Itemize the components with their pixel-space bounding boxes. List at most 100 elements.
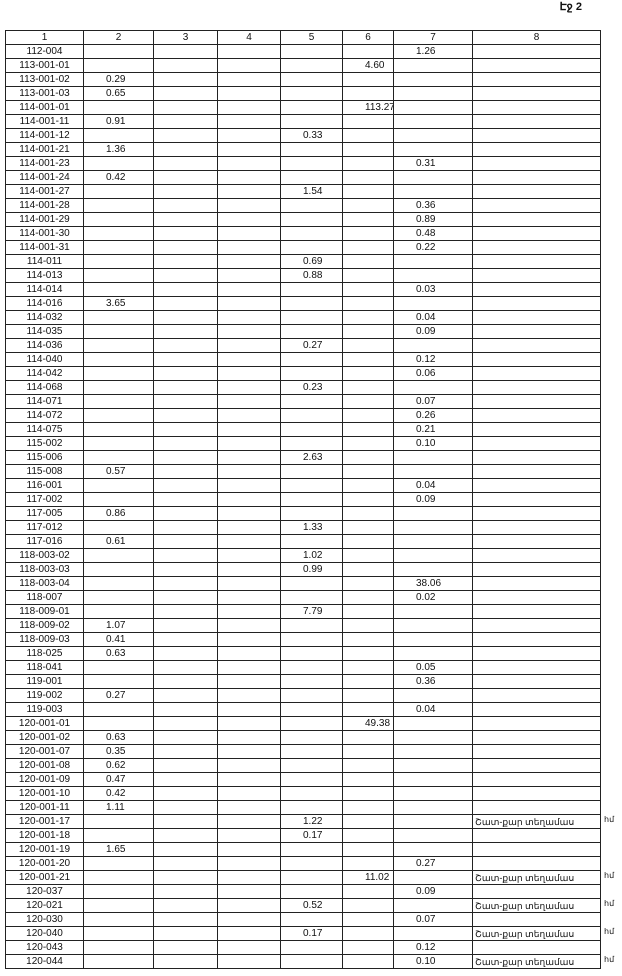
cell: 0.41 bbox=[83, 632, 154, 647]
cell bbox=[472, 198, 601, 213]
cell bbox=[83, 828, 154, 843]
cell bbox=[217, 562, 281, 577]
cell bbox=[83, 562, 154, 577]
cell bbox=[472, 688, 601, 703]
cell bbox=[280, 744, 343, 759]
cell bbox=[153, 716, 218, 731]
cell bbox=[153, 562, 218, 577]
cell: 0.05 bbox=[393, 660, 473, 675]
row: 114-001-29 0.89 bbox=[5, 212, 601, 227]
cell bbox=[83, 408, 154, 423]
cell: 120-040 bbox=[5, 926, 84, 941]
cell bbox=[472, 492, 601, 507]
row: 114-001-11 0.91 bbox=[5, 114, 601, 129]
cell: 114-016 bbox=[5, 296, 84, 311]
cell bbox=[342, 436, 394, 451]
cell bbox=[153, 828, 218, 843]
cell bbox=[342, 478, 394, 493]
cell: 0.57 bbox=[83, 464, 154, 479]
cell: 0.07 bbox=[393, 394, 473, 409]
cell: 114-001-23 bbox=[5, 156, 84, 171]
cell bbox=[472, 338, 601, 353]
cell bbox=[83, 702, 154, 717]
cell bbox=[217, 114, 281, 129]
cell bbox=[393, 380, 473, 395]
cell bbox=[280, 156, 343, 171]
cell bbox=[83, 814, 154, 829]
cell bbox=[342, 86, 394, 101]
cell bbox=[83, 394, 154, 409]
cell bbox=[280, 86, 343, 101]
cell bbox=[280, 170, 343, 185]
cell: 114-001-01 bbox=[5, 100, 84, 115]
cell bbox=[342, 926, 394, 941]
row: 113-001-03 0.65 bbox=[5, 86, 601, 101]
row: 114-036 0.27 bbox=[5, 338, 601, 353]
cell bbox=[342, 72, 394, 87]
cell bbox=[342, 618, 394, 633]
cell bbox=[280, 366, 343, 381]
cell bbox=[153, 352, 218, 367]
cell: 0.09 bbox=[393, 324, 473, 339]
cell bbox=[153, 646, 218, 661]
cell bbox=[83, 590, 154, 605]
cell bbox=[472, 86, 601, 101]
cell: 118-025 bbox=[5, 646, 84, 661]
cell bbox=[472, 884, 601, 899]
cell bbox=[153, 814, 218, 829]
cell: 114-071 bbox=[5, 394, 84, 409]
cell bbox=[217, 268, 281, 283]
cell bbox=[342, 240, 394, 255]
cell bbox=[342, 912, 394, 927]
cell bbox=[472, 786, 601, 801]
cell bbox=[83, 870, 154, 885]
cell bbox=[153, 464, 218, 479]
cell bbox=[217, 240, 281, 255]
cell: 0.36 bbox=[393, 674, 473, 689]
cell bbox=[342, 576, 394, 591]
row: 118-003-04 38.06 bbox=[5, 576, 601, 591]
cell bbox=[83, 226, 154, 241]
cell: 0.27 bbox=[280, 338, 343, 353]
cell: 0.27 bbox=[83, 688, 154, 703]
cell: 4.60 bbox=[342, 58, 394, 73]
column-header: 6 bbox=[342, 30, 394, 45]
cell bbox=[342, 324, 394, 339]
cell bbox=[472, 394, 601, 409]
cell bbox=[342, 660, 394, 675]
cell bbox=[472, 380, 601, 395]
cell: 2.63 bbox=[280, 450, 343, 465]
cell bbox=[153, 856, 218, 871]
cell bbox=[472, 730, 601, 745]
cell bbox=[342, 898, 394, 913]
cell: 1.65 bbox=[83, 842, 154, 857]
cell bbox=[472, 758, 601, 773]
cell: 0.06 bbox=[393, 366, 473, 381]
row: 120-030 0.07 bbox=[5, 912, 601, 927]
cell bbox=[280, 534, 343, 549]
cell bbox=[217, 394, 281, 409]
cell bbox=[153, 576, 218, 591]
cell bbox=[472, 912, 601, 927]
cell bbox=[83, 324, 154, 339]
cell bbox=[153, 226, 218, 241]
column-header: 1 bbox=[5, 30, 84, 45]
cell bbox=[153, 940, 218, 955]
cell bbox=[153, 772, 218, 787]
cell: 0.10 bbox=[393, 954, 473, 969]
cell bbox=[280, 912, 343, 927]
cell: 114-036 bbox=[5, 338, 84, 353]
cell: 0.36 bbox=[393, 198, 473, 213]
cell bbox=[393, 632, 473, 647]
cell bbox=[393, 898, 473, 913]
cell bbox=[280, 506, 343, 521]
cell bbox=[153, 520, 218, 535]
cell bbox=[342, 156, 394, 171]
row: 115-006 2.63 bbox=[5, 450, 601, 465]
cell bbox=[217, 506, 281, 521]
cell: 113-001-02 bbox=[5, 72, 84, 87]
cell: 1.22 bbox=[280, 814, 343, 829]
cell bbox=[153, 58, 218, 73]
column-header: 5 bbox=[280, 30, 343, 45]
